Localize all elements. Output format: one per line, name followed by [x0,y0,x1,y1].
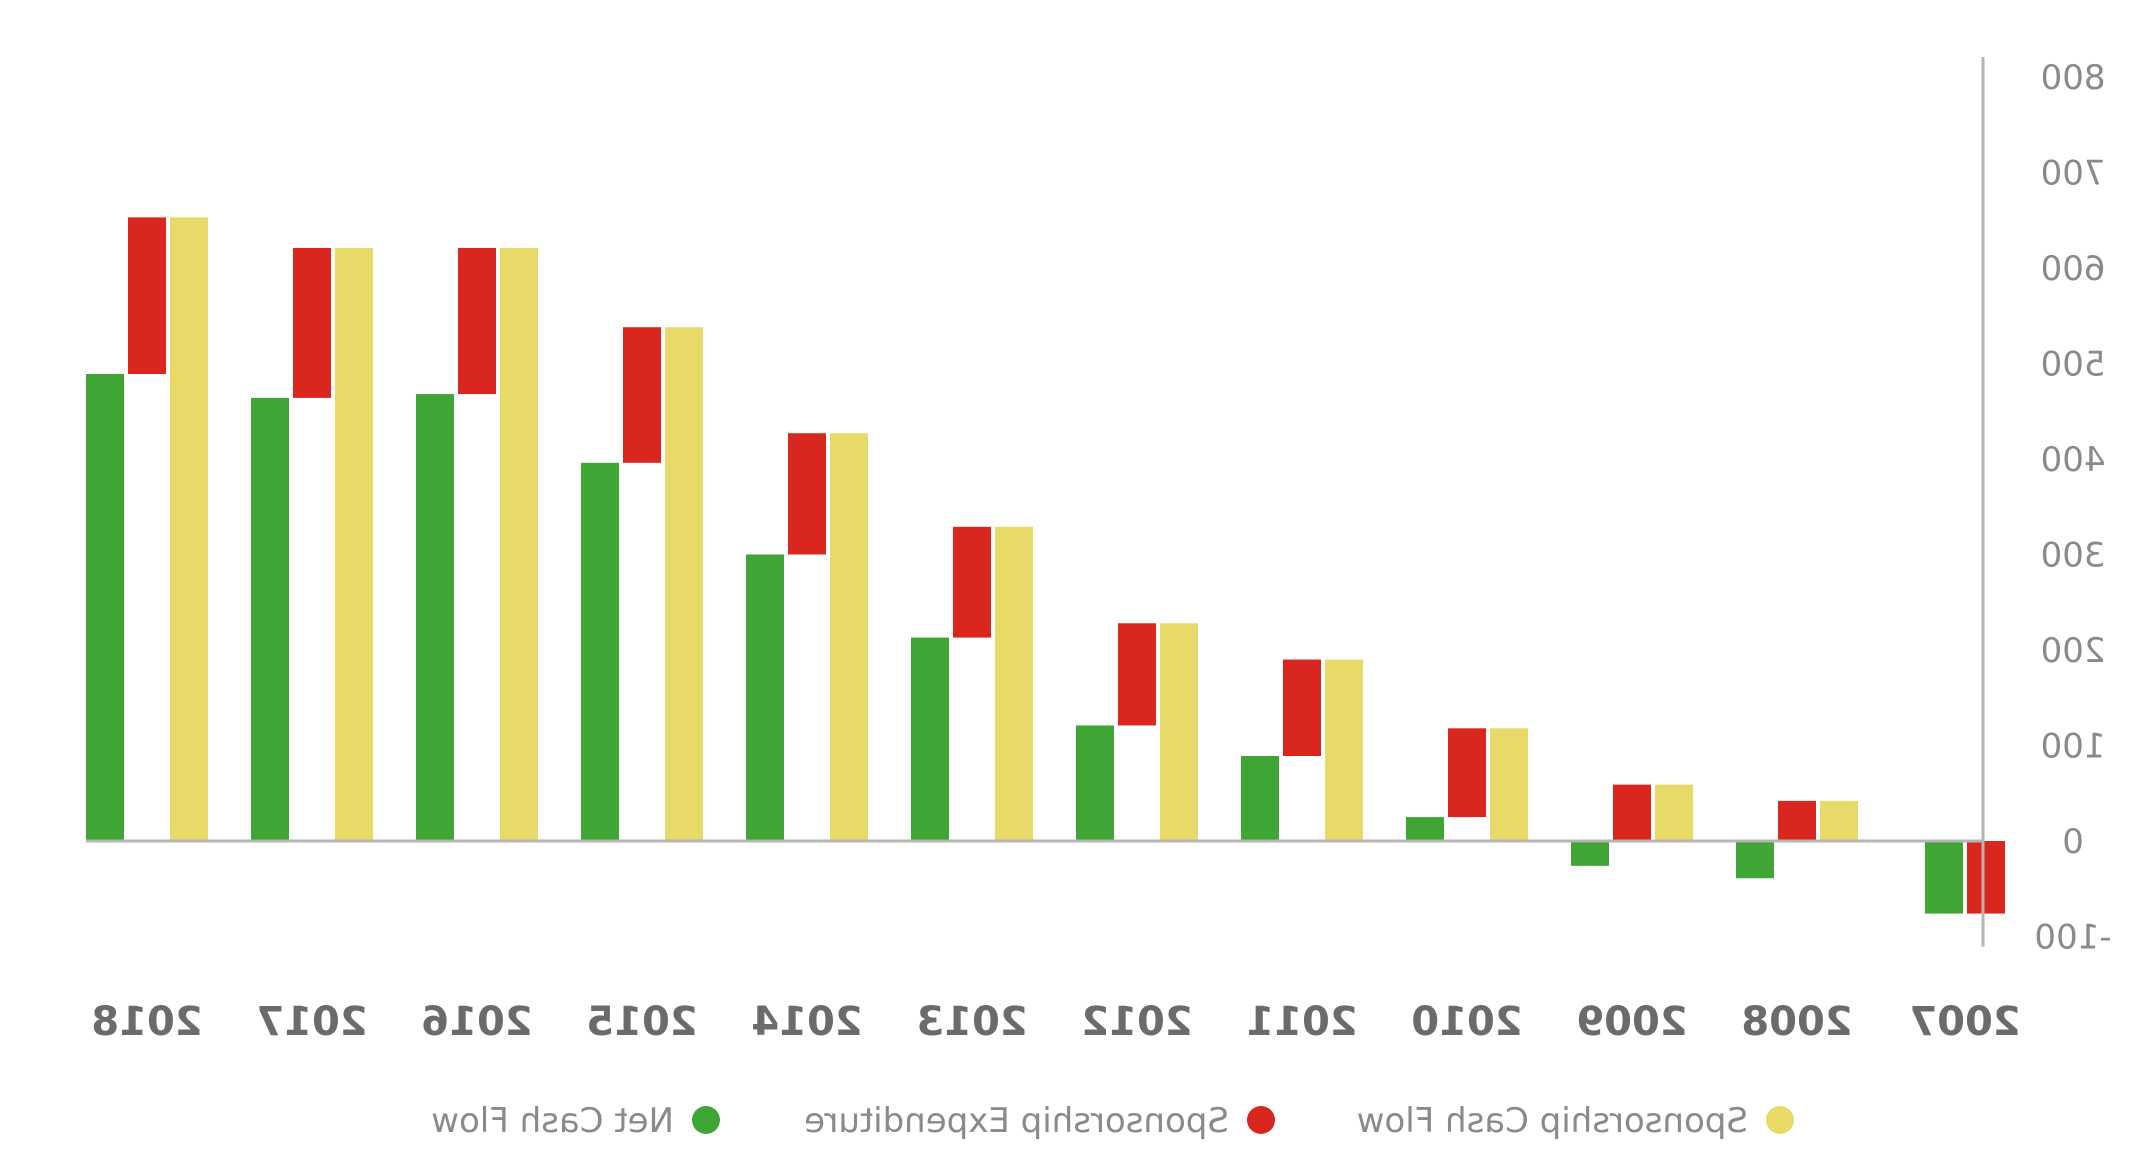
y-tick-label: 100 [2041,727,2106,767]
bar-net-cash-flow-2011 [1241,756,1279,841]
bar-net-cash-flow-2009 [1571,841,1609,866]
bar-sponsorship-expenditure-2015 [623,327,661,463]
bar-net-cash-flow-2016 [416,394,454,841]
bar-net-cash-flow-2007 [1925,841,1963,914]
bar-sponsorship-expenditure-2012 [1118,623,1156,726]
bar-net-cash-flow-2015 [581,462,619,841]
bar-net-cash-flow-2010 [1406,817,1444,841]
legend-dot-sponsorship-expenditure [1247,1106,1275,1134]
bar-net-cash-flow-2012 [1076,725,1114,841]
bar-sponsorship-expenditure-2008 [1778,800,1816,841]
bar-sponsorship-cash-flow-2009 [1655,784,1693,841]
legend-label: Sponsorship Cash Flow [1357,1101,1748,1141]
bar-net-cash-flow-2013 [911,637,949,841]
bar-net-cash-flow-2017 [251,397,289,841]
bar-sponsorship-cash-flow-2015 [665,327,703,842]
x-tick-label: 2009 [1576,999,1687,1045]
bar-sponsorship-expenditure-2018 [128,217,166,375]
legend-dot-net-cash-flow [692,1106,720,1134]
y-tick-label: 300 [2041,536,2106,576]
bar-sponsorship-cash-flow-2012 [1160,623,1198,841]
x-tick-label: 2013 [916,999,1027,1045]
legend-dot-sponsorship-cash-flow [1766,1106,1794,1134]
y-tick-label: 600 [2041,249,2106,289]
bar-sponsorship-cash-flow-2010 [1490,728,1528,841]
bar-sponsorship-expenditure-2013 [953,526,991,638]
x-tick-label: 2016 [421,999,532,1045]
axes-layer [86,57,1985,947]
bar-sponsorship-cash-flow-2011 [1325,659,1363,841]
x-tick-label: 2015 [586,999,697,1045]
y-tick-label: 500 [2041,345,2106,385]
bars-layer [86,217,2005,914]
legend-label: Sponsorship Expenditure [804,1101,1229,1141]
x-tick-label: 2017 [256,999,367,1045]
x-tick-label: 2018 [91,999,202,1045]
bar-sponsorship-expenditure-2011 [1283,659,1321,757]
bar-sponsorship-expenditure-2017 [293,247,331,398]
bar-sponsorship-cash-flow-2013 [995,526,1033,841]
y-tick-label: 800 [2041,58,2106,98]
bar-sponsorship-cash-flow-2018 [170,217,208,841]
bar-sponsorship-cash-flow-2016 [500,247,538,841]
x-tick-label: 2007 [1909,999,2020,1045]
legend-label: Net Cash Flow [431,1101,674,1141]
bar-sponsorship-expenditure-2014 [788,433,826,555]
legend: Sponsorship Cash Flow Sponsorship Expendi… [431,1101,1794,1141]
y-tick-label: 700 [2041,154,2106,194]
y-tick-label: 0 [2062,822,2084,862]
y-tick-label: 200 [2041,631,2106,671]
x-tick-label: 2011 [1246,999,1357,1045]
y-tick-label: -100 [2034,918,2111,958]
bar-net-cash-flow-2008 [1736,841,1774,879]
ticks-layer: 2007 2008 2009 2010 2011 2012 2013 2014 2015 2016… [91,58,2111,1045]
bar-sponsorship-expenditure-2010 [1448,728,1486,818]
x-tick-label: 2012 [1081,999,1192,1045]
x-tick-label: 2014 [751,999,862,1045]
bar-sponsorship-expenditure-2007 [1967,841,2005,914]
bar-net-cash-flow-2014 [746,554,784,841]
bar-sponsorship-cash-flow-2014 [830,433,868,841]
bar-sponsorship-expenditure-2016 [458,247,496,395]
bar-sponsorship-cash-flow-2017 [335,247,373,841]
x-tick-label: 2008 [1741,999,1852,1045]
y-tick-label: 400 [2041,440,2106,480]
bar-net-cash-flow-2018 [86,374,124,841]
bar-sponsorship-cash-flow-2008 [1820,800,1858,841]
bar-sponsorship-expenditure-2009 [1613,784,1651,841]
x-tick-label: 2010 [1411,999,1522,1045]
